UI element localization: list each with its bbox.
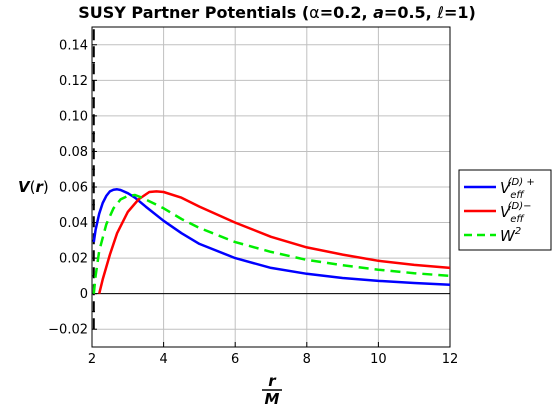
y-tick-label: 0.08 [59, 145, 88, 160]
x-tick-label: 6 [231, 352, 239, 367]
y-tick-label: 0.02 [59, 252, 88, 267]
x-tick-label: 10 [370, 352, 387, 367]
x-axis-label-numerator: r [268, 372, 277, 390]
y-tick-label: 0 [80, 287, 88, 302]
legend-label-1: Veff(D) + [500, 177, 535, 201]
y-tick-label: 0.10 [59, 109, 88, 124]
grid-lines [91, 27, 451, 347]
legend: Veff(D) +Veff(D)−W2 [458, 169, 552, 251]
y-tick-label: 0.12 [59, 74, 88, 89]
y-tick-label: 0.04 [59, 216, 88, 231]
legend-label-2: Veff(D)− [500, 201, 532, 225]
series-line-1 [92, 188, 451, 287]
y-tick-label: 0.06 [59, 181, 88, 196]
series-layer [92, 27, 451, 330]
tick-labels: 2 4 6 8 10 12 −0.02 0 0.02 0.04 0.06 0.08 0.10 0.12 0.… [48, 38, 458, 367]
series-line-3 [92, 193, 451, 294]
y-tick-label: −0.02 [48, 323, 88, 338]
x-tick-label: 12 [442, 352, 459, 367]
chart-title: SUSY Partner Potentials (α=0.2, a=0.5, ℓ… [78, 3, 476, 22]
x-tick-label: 2 [88, 352, 96, 367]
x-axis-label-denominator: M [265, 390, 280, 408]
y-axis-label: V(r) [18, 178, 49, 196]
y-tick-label: 0.14 [59, 38, 88, 53]
legend-label-3: W2 [500, 226, 521, 245]
series-line-2 [97, 190, 451, 294]
x-tick-label: 4 [159, 352, 167, 367]
x-tick-label: 8 [303, 352, 311, 367]
